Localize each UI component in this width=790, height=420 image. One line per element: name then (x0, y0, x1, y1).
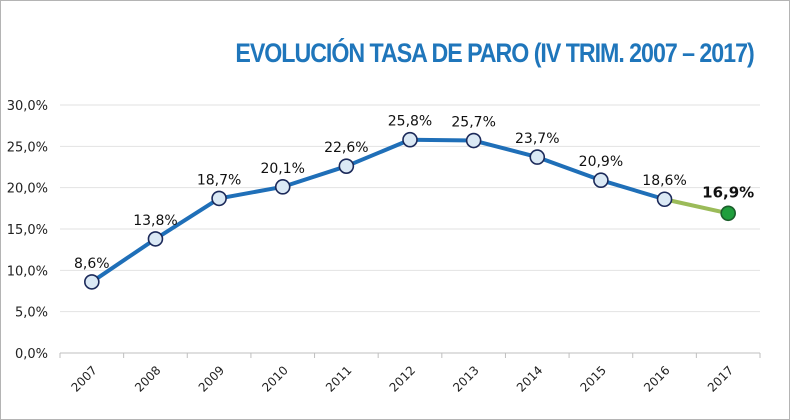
data-label: 22,6% (324, 140, 368, 156)
series-segment (598, 178, 667, 202)
x-tick-label: 2012 (387, 363, 418, 394)
series-segment (217, 184, 285, 201)
data-label: 18,6% (642, 173, 686, 189)
y-tick-label: 5,0% (15, 306, 48, 321)
chart-title: EVOLUCIÓN TASA DE PARO (IV TRIM. 2007 – … (235, 38, 755, 68)
data-label: 25,8% (388, 114, 432, 130)
data-labels: 8,6% 13,8% 18,7% 20,1% 22,6% 25,8% 25,7% 23,7% 2… (74, 114, 754, 272)
x-tick-label: 2013 (450, 363, 481, 394)
data-point (402, 131, 418, 148)
series-lines (89, 137, 731, 284)
series-segment (280, 164, 349, 189)
data-label: 23,7% (515, 131, 559, 147)
data-point (338, 158, 355, 174)
data-point (593, 172, 609, 189)
series-markers (84, 131, 736, 290)
data-label: 8,6% (74, 256, 110, 272)
data-point (211, 190, 227, 207)
data-label: 20,1% (260, 161, 304, 177)
y-tick-label: 15,0% (7, 223, 48, 238)
y-tick-label: 0,0% (15, 347, 48, 362)
series-segment (471, 138, 540, 160)
data-label: 18,7% (197, 172, 241, 188)
highlight-data-point (720, 205, 736, 222)
series-segment (662, 197, 731, 216)
series-segment (535, 155, 603, 183)
x-axis: 2007 2008 2009 2010 2011 2012 2013 2014 2015 2016… (59, 352, 761, 395)
y-tick-label: 30,0% (7, 99, 48, 114)
y-tick-label: 10,0% (7, 264, 48, 279)
x-tick-label: 2010 (259, 363, 290, 394)
data-label: 20,9% (579, 154, 623, 170)
series-segment (153, 196, 222, 241)
x-tick-label: 2014 (514, 363, 545, 394)
x-tick-label: 2015 (578, 363, 609, 394)
x-tick-label: 2009 (196, 363, 227, 394)
x-tick-label: 2017 (705, 363, 736, 394)
x-tick-label: 2008 (132, 363, 163, 394)
data-point (147, 231, 164, 247)
x-tick-label: 2011 (323, 363, 354, 394)
data-label: 13,8% (133, 213, 177, 229)
y-tick-label: 20,0% (7, 182, 48, 197)
y-axis: 0,0% 5,0% 10,0% 15,0% 20,0% 25,0% 30,0% (7, 99, 48, 362)
data-point (529, 149, 546, 165)
x-tick-label: 2007 (68, 363, 99, 394)
data-point (656, 191, 673, 208)
data-point (274, 179, 291, 195)
x-tick-label: 2016 (641, 363, 672, 394)
series-segment (344, 137, 412, 169)
data-point (465, 132, 482, 149)
series-segment (89, 236, 158, 284)
series-segment (408, 137, 476, 143)
data-point (84, 274, 100, 290)
data-label: 25,7% (451, 115, 495, 131)
y-tick-label: 25,0% (7, 140, 48, 155)
data-label: 16,9% (702, 183, 754, 201)
